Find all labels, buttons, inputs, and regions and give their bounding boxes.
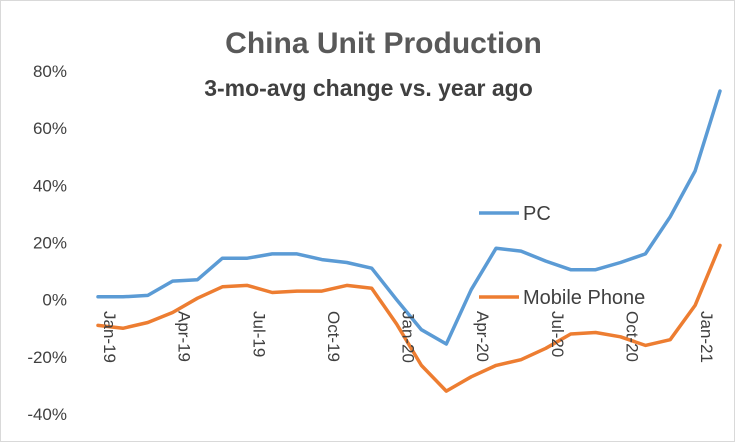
y-tick-label: 20%	[33, 234, 67, 253]
x-tick-label: Oct-20	[622, 311, 641, 362]
y-tick-label: -40%	[27, 405, 67, 424]
x-tick-label: Jan-19	[100, 311, 119, 363]
x-tick-label: Jul-19	[249, 311, 268, 357]
x-tick-label: Jul-20	[548, 311, 567, 357]
x-tick-label: Apr-20	[473, 311, 492, 362]
y-tick-label: 80%	[33, 62, 67, 81]
chart-title: China Unit Production	[225, 27, 542, 60]
x-tick-label: Jan-20	[399, 311, 418, 363]
legend-label: PC	[523, 203, 551, 225]
chart-subtitle: 3-mo-avg change vs. year ago	[204, 75, 533, 101]
x-tick-label: Jan-21	[697, 311, 716, 363]
series-line-mobile-phone	[96, 243, 722, 393]
y-tick-label: 40%	[33, 176, 67, 195]
x-tick-label: Oct-19	[324, 311, 343, 362]
legend-label: Mobile Phone	[523, 287, 645, 309]
y-tick-label: 0%	[42, 291, 67, 310]
y-tick-label: -20%	[27, 348, 67, 367]
x-tick-label: Apr-19	[175, 311, 194, 362]
y-tick-label: 60%	[33, 119, 67, 138]
series-line-pc	[96, 89, 722, 346]
